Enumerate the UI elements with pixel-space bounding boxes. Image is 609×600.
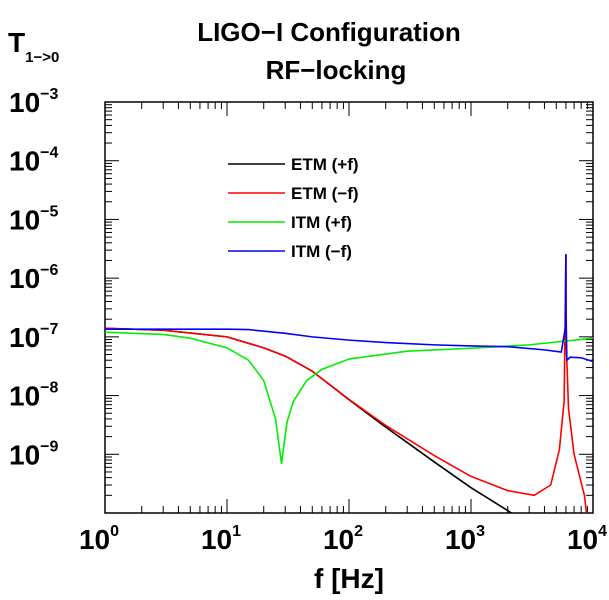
x-tick-label-exp: 1 [232,523,241,540]
series-line-etm-f-1 [105,253,588,513]
chart-subtitle: RF−locking [266,55,407,85]
y-tick-label: 10−8 [9,380,59,412]
y-tick-label-base: 10 [9,263,40,294]
y-tick-label-base: 10 [9,204,40,235]
legend: ETM (+f) ETM (−f) ITM (+f) ITM (−f) [228,155,359,261]
x-axis-label: f [Hz] [314,563,384,594]
x-tick-label: 103 [445,523,485,555]
x-tick-label-exp: 0 [110,523,119,540]
y-tick-label: 10−3 [9,86,59,118]
y-tick-label-exp: −9 [40,438,58,455]
x-tick-label-base: 10 [567,524,598,555]
y-axis-label-sub: 1−>0 [25,49,59,66]
y-tick-label: 10−5 [9,203,59,235]
x-tick-label-base: 10 [201,524,232,555]
x-tick-label-base: 10 [79,524,110,555]
x-tick-label: 104 [567,523,607,555]
y-tick-label: 10−7 [9,321,59,353]
y-tick-label: 10−4 [9,145,59,177]
legend-label: ETM (−f) [291,184,359,203]
y-tick-label-exp: −8 [40,380,58,397]
x-tick-label: 101 [201,523,241,555]
x-tick-label-exp: 2 [354,523,363,540]
series-group [105,253,593,513]
chart-title: LIGO−I Configuration [197,17,461,47]
y-axis-label: T1−>0 [8,27,59,66]
x-tick-label-base: 10 [445,524,476,555]
series-line-itm-plusf-2 [105,331,593,465]
legend-label: ITM (+f) [291,213,352,232]
y-tick-label-base: 10 [9,381,40,412]
y-tick-label: 10−9 [9,438,59,470]
y-tick-label-base: 10 [9,439,40,470]
x-tick-label: 102 [323,523,363,555]
tick-marks [104,102,593,514]
y-tick-label-exp: −7 [40,321,58,338]
series-line-itm-f-3 [105,253,593,363]
legend-label: ITM (−f) [291,242,352,261]
x-tick-label-base: 10 [323,524,354,555]
y-tick-label-base: 10 [9,322,40,353]
x-tick-label: 100 [79,523,119,555]
y-tick-label-exp: −6 [40,262,58,279]
y-tick-label-exp: −3 [40,86,58,103]
y-tick-label-exp: −4 [40,145,58,162]
y-tick-label-exp: −5 [40,203,58,220]
y-tick-label-base: 10 [9,146,40,177]
y-tick-label: 10−6 [9,262,59,294]
x-tick-label-exp: 4 [598,523,607,540]
x-tick-label-exp: 3 [476,523,485,540]
y-tick-label-base: 10 [9,87,40,118]
legend-label: ETM (+f) [291,155,359,174]
y-axis-label-main: T [8,27,25,58]
